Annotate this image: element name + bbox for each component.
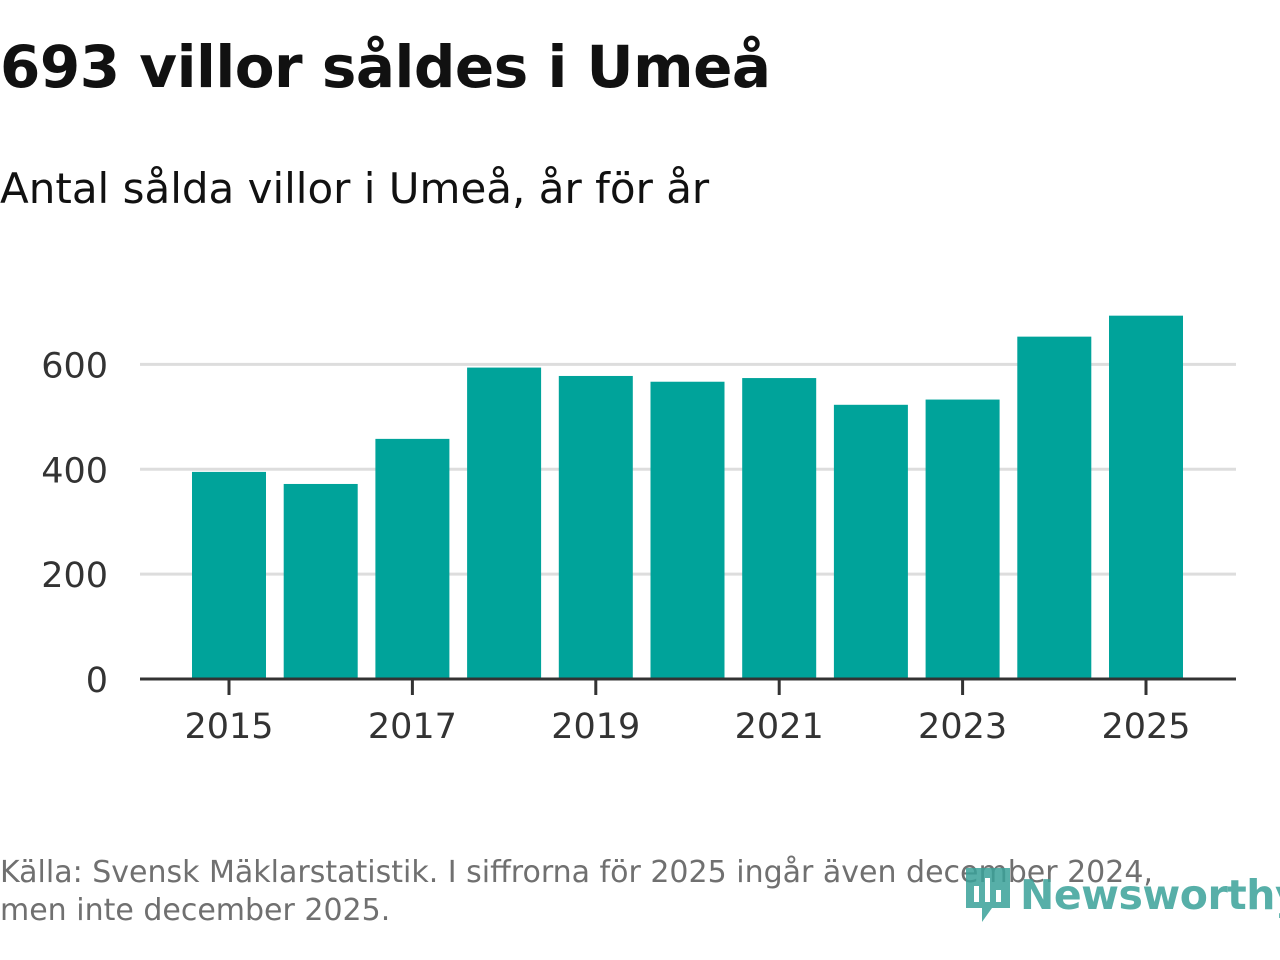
x-tick-label-2017: 2017: [368, 707, 457, 747]
source-note: Källa: Svensk Mäklarstatistik. I siffror…: [0, 854, 1220, 930]
bar-2018: [467, 367, 542, 679]
x-tick-label-2019: 2019: [551, 707, 640, 747]
chart-title: 693 villor såldes i Umeå: [0, 33, 771, 101]
y-tick-label-400: 400: [41, 451, 108, 491]
bar-2015: [192, 471, 266, 679]
source-note-line-1: Källa: Svensk Mäklarstatistik. I siffror…: [0, 855, 1153, 890]
y-tick-label-0: 0: [86, 661, 108, 701]
x-tick-label-2021: 2021: [735, 707, 824, 747]
bar-2023: [925, 399, 1000, 679]
source-note-line-2: men inte december 2025.: [0, 893, 391, 928]
newsworthy-chat-chart-icon: [966, 868, 1010, 922]
x-tick-label-2023: 2023: [918, 707, 1007, 747]
bar-2021: [742, 378, 817, 679]
bar-2019: [558, 375, 633, 679]
y-tick-label-600: 600: [41, 346, 108, 386]
bar-2020: [650, 381, 725, 679]
bar-2025: [1109, 315, 1183, 679]
bar-2024: [1017, 336, 1092, 679]
bar-2022: [833, 404, 908, 679]
x-tick-label-2015: 2015: [184, 707, 273, 747]
logo-text: Newsworthy: [1020, 871, 1280, 919]
y-tick-label-200: 200: [41, 556, 108, 596]
bar-2017: [375, 438, 450, 679]
bars: [192, 315, 1183, 679]
axes: 0 200 400 600 2015 2017 2019 2021 2023 2025: [41, 346, 1236, 747]
x-tick-label-2025: 2025: [1101, 707, 1190, 747]
bar-2016: [283, 483, 358, 679]
newsworthy-logo: Newsworthy: [962, 864, 1280, 926]
chart-subtitle: Antal sålda villor i Umeå, år för år: [0, 164, 710, 213]
